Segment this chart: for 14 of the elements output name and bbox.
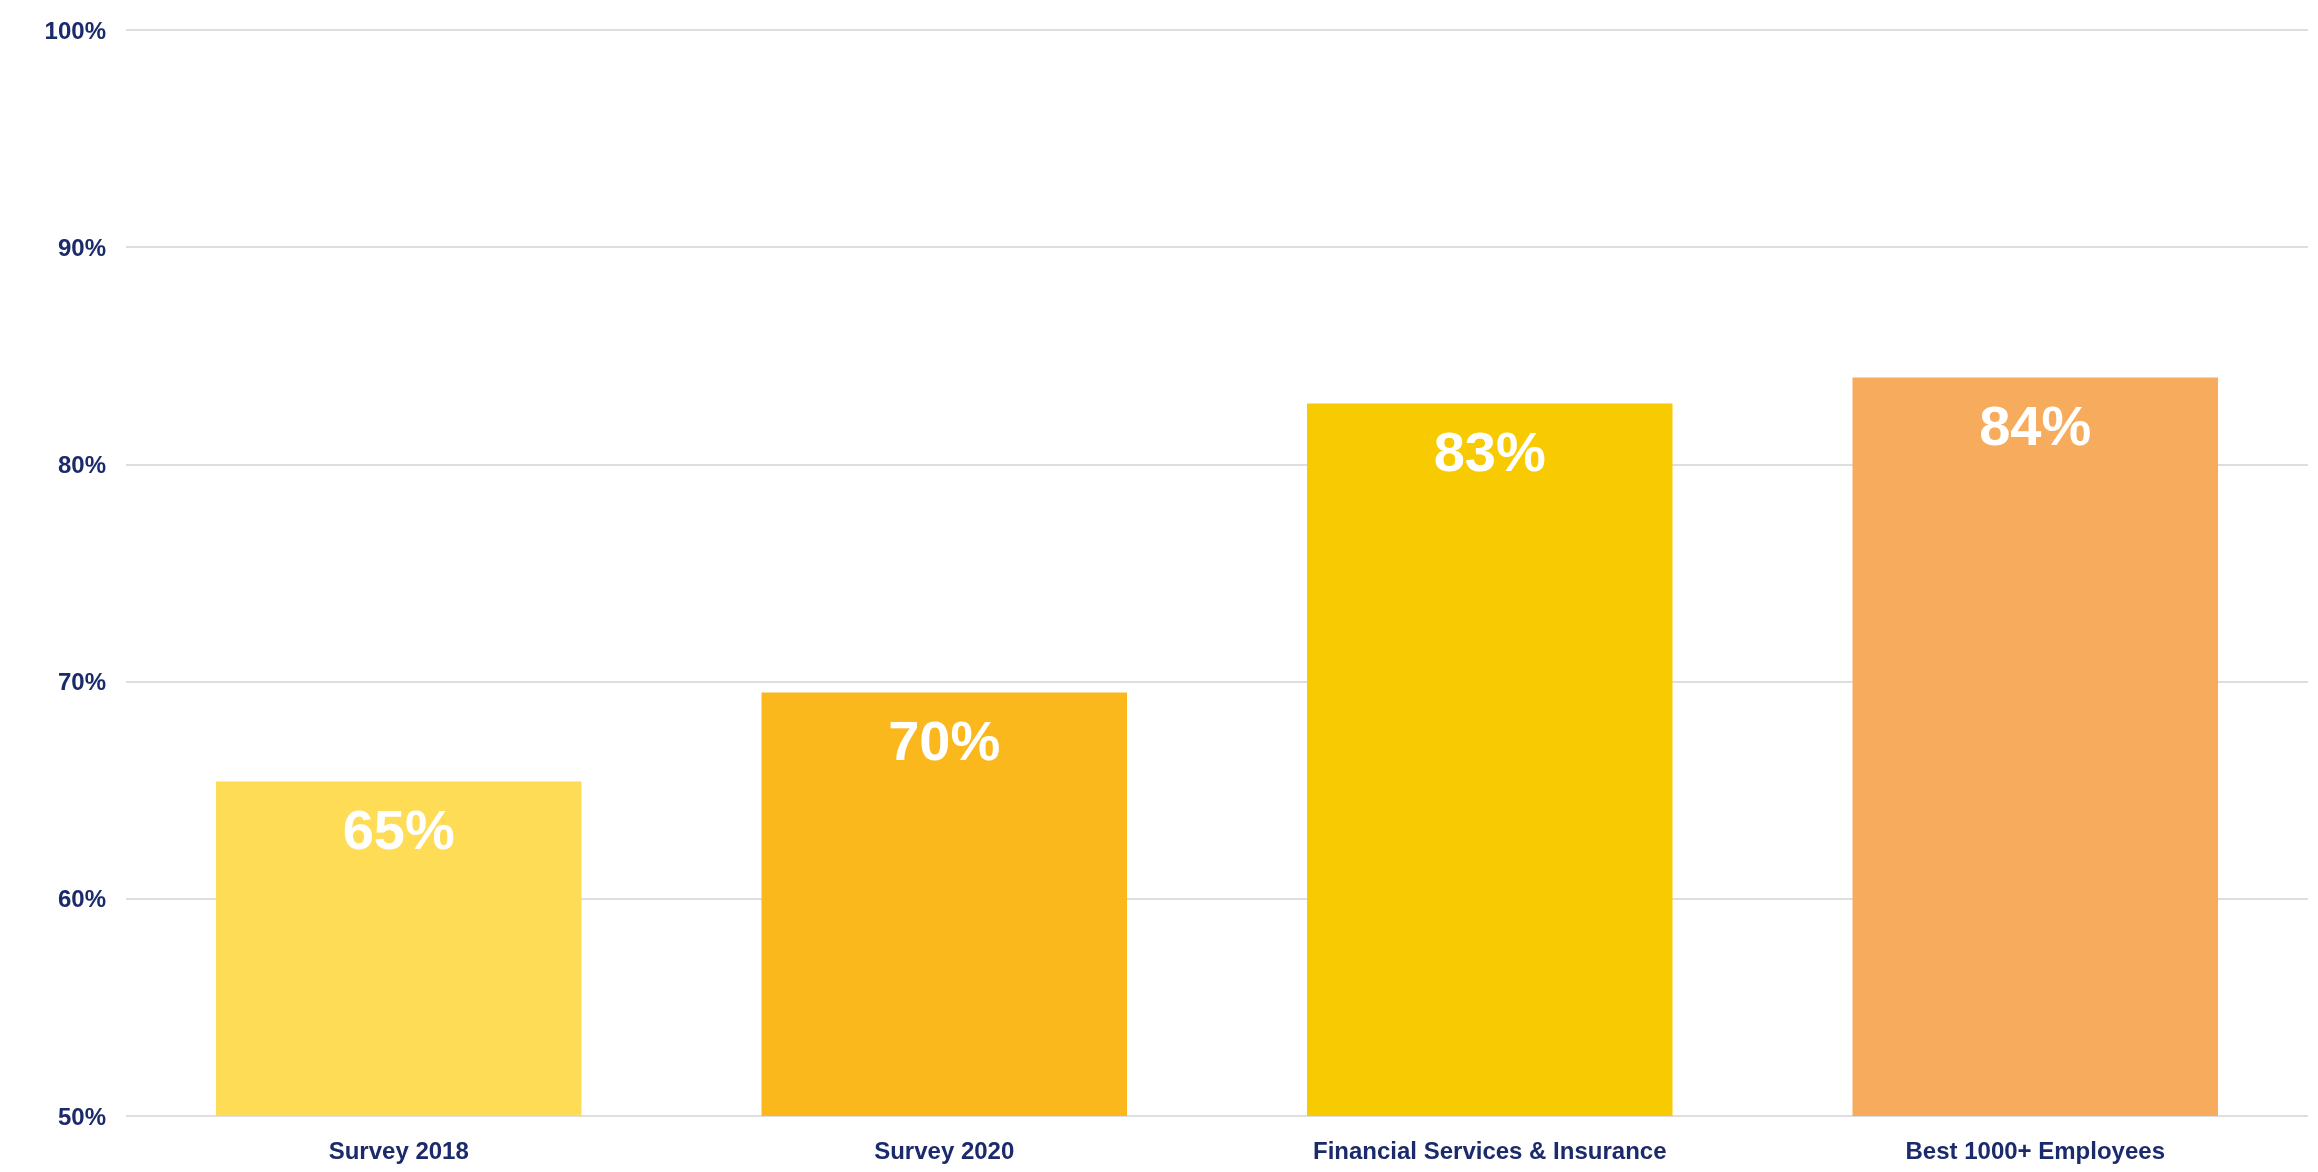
data-label: 70% xyxy=(888,708,1001,772)
x-tick-label: Survey 2018 xyxy=(328,1136,469,1164)
x-tick-label: Financial Services & Insurance xyxy=(1313,1136,1667,1164)
data-label: 83% xyxy=(1433,420,1546,484)
y-tick-label: 70% xyxy=(57,668,106,696)
data-label: 65% xyxy=(342,798,455,862)
y-tick-label: 60% xyxy=(57,885,106,913)
y-tick-label: 80% xyxy=(57,450,106,478)
x-tick-label: Best 1000+ Employees xyxy=(1905,1136,2165,1164)
y-tick-label: 50% xyxy=(57,1102,106,1130)
x-tick-label: Survey 2020 xyxy=(874,1136,1015,1164)
y-tick-label: 100% xyxy=(44,16,106,44)
y-tick-label: 90% xyxy=(57,233,106,261)
data-label: 84% xyxy=(1979,394,2092,458)
